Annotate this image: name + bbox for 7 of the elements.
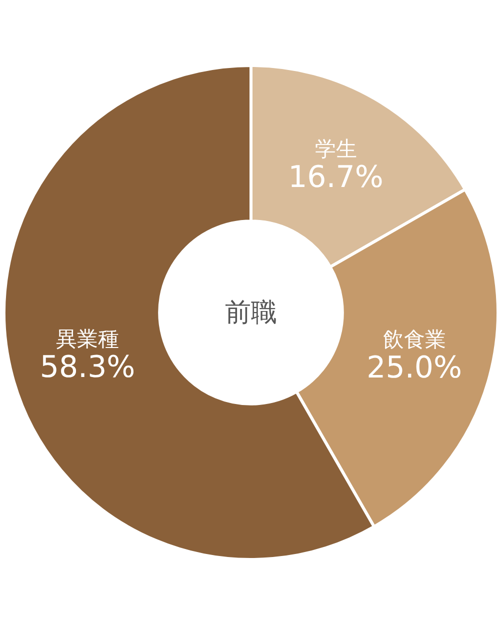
text: 前職: [225, 298, 277, 328]
data-label: 16.7%: [288, 160, 384, 196]
data-label: 25.0%: [366, 350, 462, 386]
slice-label: 学生: [314, 136, 357, 161]
data-label: 58.3%: [40, 350, 136, 386]
slice-label: 飲食業: [382, 328, 446, 352]
slice-label: 異業種: [56, 327, 120, 352]
